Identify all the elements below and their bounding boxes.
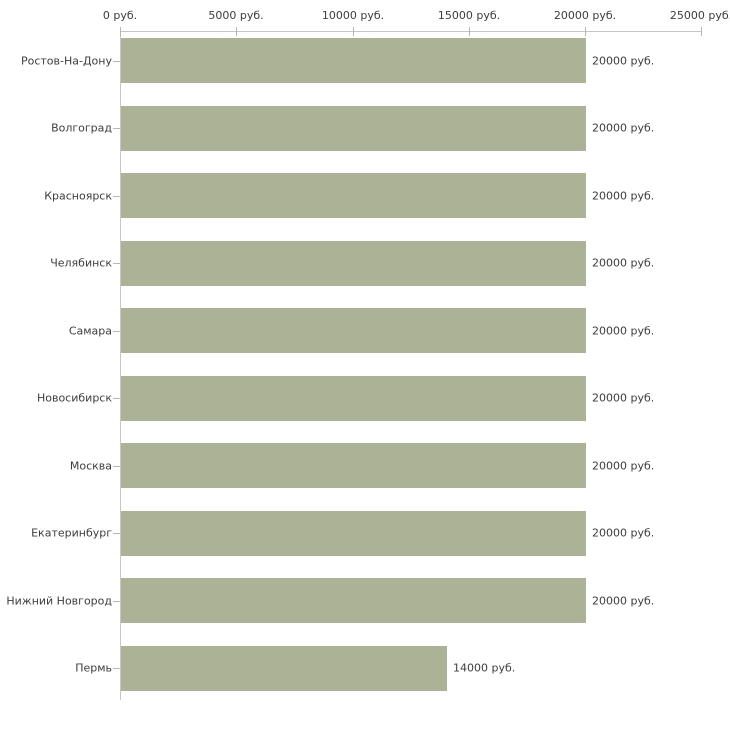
bar: [121, 173, 586, 218]
value-label: 20000 руб.: [592, 459, 655, 473]
value-label: 20000 руб.: [592, 594, 655, 608]
value-label: 20000 руб.: [592, 526, 655, 540]
category-label: Волгоград: [51, 121, 112, 135]
y-axis-tick-mark: [113, 61, 120, 62]
value-label: 20000 руб.: [592, 256, 655, 270]
y-axis-tick-mark: [113, 533, 120, 534]
y-axis-tick-mark: [113, 668, 120, 669]
y-axis-tick-mark: [113, 196, 120, 197]
category-label: Самара: [68, 324, 112, 338]
category-label: Москва: [69, 459, 112, 473]
x-axis-tick-mark: [701, 27, 702, 36]
bar: [121, 376, 586, 421]
category-label: Новосибирск: [36, 391, 112, 405]
y-axis-tick-mark: [113, 398, 120, 399]
x-axis-line: [120, 31, 702, 32]
x-axis-tick-mark: [585, 27, 586, 36]
bar: [121, 511, 586, 556]
category-label: Екатеринбург: [31, 526, 112, 540]
value-label: 20000 руб.: [592, 121, 655, 135]
bar: [121, 443, 586, 488]
x-axis-tick-mark: [353, 27, 354, 36]
value-label: 20000 руб.: [592, 54, 655, 68]
y-axis-tick-mark: [113, 263, 120, 264]
x-axis-tick-mark: [236, 27, 237, 36]
x-axis-tick-label: 15000 руб.: [437, 9, 501, 22]
x-axis-tick-label: 25000 руб.: [669, 9, 730, 22]
y-axis-line: [120, 31, 121, 700]
x-axis-tick-label: 0 руб.: [102, 9, 138, 22]
bar: [121, 38, 586, 83]
y-axis-tick-mark: [113, 466, 120, 467]
value-label: 14000 руб.: [453, 661, 516, 675]
bar: [121, 308, 586, 353]
x-axis-tick-mark: [469, 27, 470, 36]
value-label: 20000 руб.: [592, 189, 655, 203]
x-axis-tick-label: 5000 руб.: [208, 9, 264, 22]
x-axis-tick-mark: [120, 27, 121, 36]
y-axis-tick-mark: [113, 601, 120, 602]
bar: [121, 106, 586, 151]
category-label: Пермь: [75, 661, 112, 675]
y-axis-tick-mark: [113, 128, 120, 129]
value-label: 20000 руб.: [592, 391, 655, 405]
bar: [121, 646, 447, 691]
x-axis-tick-label: 20000 руб.: [553, 9, 617, 22]
value-label: 20000 руб.: [592, 324, 655, 338]
category-label: Ростов-На-Дону: [20, 54, 112, 68]
bar: [121, 241, 586, 286]
category-label: Нижний Новгород: [6, 594, 112, 608]
category-label: Красноярск: [44, 189, 112, 203]
category-label: Челябинск: [50, 256, 112, 270]
y-axis-tick-mark: [113, 331, 120, 332]
bar: [121, 578, 586, 623]
x-axis-tick-label: 10000 руб.: [321, 9, 385, 22]
